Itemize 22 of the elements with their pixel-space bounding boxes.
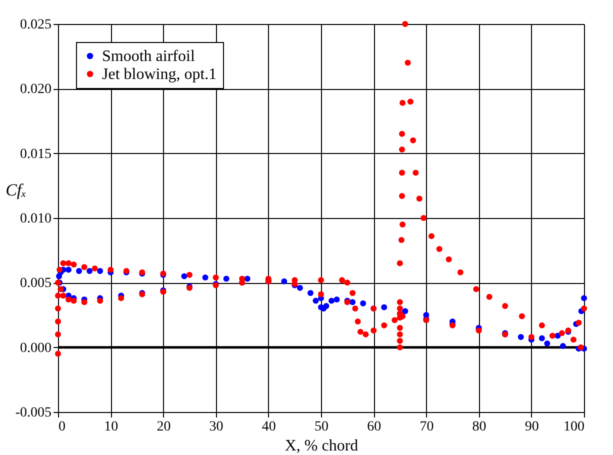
y-axis-title: Cfₓ	[6, 180, 27, 200]
y-tick-label: 0.010	[20, 212, 52, 226]
y-tick-label: 0.005	[20, 276, 52, 292]
x-tick-label: 30	[209, 420, 224, 434]
x-tick-label: 40	[262, 420, 276, 434]
y-tick-label: 0.020	[20, 82, 52, 98]
y-tick-label: 0.015	[20, 146, 52, 162]
y-tick-label: 0.000	[20, 340, 52, 356]
x-tick-label: 70	[420, 420, 434, 434]
y-tick-label: 0.025	[20, 18, 52, 32]
x-tick-label: 90	[524, 420, 539, 434]
x-axis-title: X, % chord	[284, 438, 358, 454]
x-tick-label: 80	[472, 420, 486, 434]
x-tick-label: 10	[104, 420, 118, 434]
x-tick-label: 60	[367, 420, 382, 434]
x-tick-label: 50	[314, 420, 328, 434]
x-tick-label: 0	[58, 420, 66, 434]
x-tick-label: 100	[564, 420, 584, 434]
legend-label: Smooth airfoil	[102, 48, 196, 65]
y-tick-label: -0.005	[15, 406, 52, 420]
legend-label: Jet blowing, opt.1	[102, 66, 217, 83]
x-tick-label: 20	[156, 420, 171, 434]
